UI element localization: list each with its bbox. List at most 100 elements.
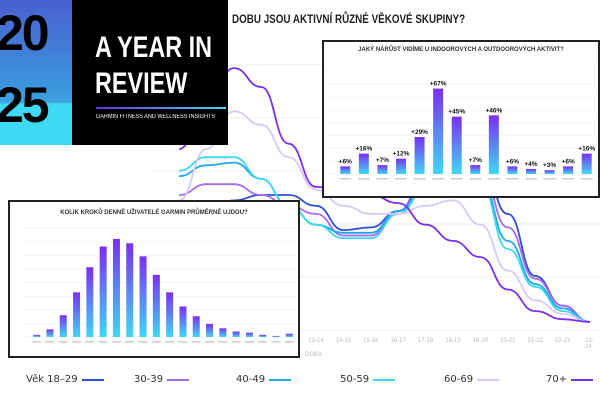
bar (285, 333, 293, 337)
bar-data-label: +7% (469, 157, 482, 164)
bar (377, 165, 388, 174)
bar (245, 332, 253, 337)
legend-item: 30-39 (134, 374, 190, 385)
legend-swatch (269, 378, 292, 381)
legend-item: 60-69 (444, 374, 500, 385)
bar (433, 88, 444, 174)
bar-data-label: +7% (376, 157, 389, 164)
inset-chart-title: KOLIK KROKŮ DENNĚ UŽIVATELÉ GARMIN PRŮMĚ… (60, 210, 248, 216)
bar-chart-daily-steps (22, 227, 296, 343)
headline: A YEAR IN REVIEW (95, 30, 212, 102)
bar-category-label (469, 178, 482, 180)
subtitle: GARMIN FITNESS AND WELLNESS INSIGHTS (96, 114, 216, 120)
legend-item: Věk 18–29 (26, 374, 104, 385)
bar (126, 243, 134, 337)
legend-item: 70+ (546, 374, 594, 385)
bar-category-label (271, 341, 281, 343)
bar (73, 292, 81, 337)
bar-chart-activity-growth: +6%+16%+7%+12%+29%+67%+45%+7%+46%+6% +4% +… (328, 71, 596, 180)
bar-category-label (32, 341, 42, 343)
legend-label: 60-69 (444, 374, 474, 385)
bar (259, 334, 267, 337)
bar (451, 116, 462, 174)
bar-category-label (138, 341, 148, 343)
line-chart-title: DOBU JSOU AKTIVNÍ RŮZNÉ VĚKOVÉ SKUPINY? (232, 12, 466, 26)
bar-data-label: +16% (578, 146, 595, 153)
bar (219, 328, 227, 337)
x-tick-label: 22-23 (554, 338, 571, 344)
bar (414, 137, 425, 174)
bar-category-label (178, 341, 188, 343)
bar-category-label (72, 341, 82, 343)
bar (470, 165, 481, 174)
bar-category-label (85, 341, 95, 343)
x-axis-title: DOBA (305, 352, 323, 358)
bar (526, 168, 536, 174)
inset-chart-activity-growth: +6% +16% +7% +12% +29% +67% +45% +7% +46% +6% +4% +… (322, 40, 600, 198)
bar (396, 158, 406, 174)
bar-data-label: +45% (448, 109, 465, 116)
bar-category-label (543, 178, 556, 180)
bar-data-label: +4% (524, 161, 537, 168)
bar (139, 256, 147, 337)
legend-swatch (167, 378, 190, 381)
x-tick-label: 21-22 (527, 338, 543, 344)
bar-category-label (151, 341, 161, 343)
legend-swatch (477, 378, 500, 381)
series-line-3 (178, 156, 591, 323)
inset-chart-title: JAKÝ NÁRŮST VIDÍME U INDOOROVÝCH A OUTDO… (358, 47, 564, 53)
bar (358, 153, 369, 174)
bar-data-label: +3% (543, 162, 556, 169)
bar-category-label (562, 178, 575, 180)
bar-data-label: +6% (339, 158, 352, 165)
bar (166, 292, 174, 337)
x-tick-label: 13-14 (308, 338, 324, 344)
x-tick-label: 18-19 (445, 338, 461, 344)
bar-category-label (357, 178, 370, 180)
bar-category-label (395, 178, 407, 180)
legend-swatch (373, 378, 396, 381)
bar (99, 246, 107, 337)
bar-data-label: +67% (430, 81, 447, 88)
bar-category-label (525, 178, 537, 180)
legend-label: 50-59 (340, 374, 370, 385)
series-line-4 (178, 110, 591, 323)
bar-category-label (244, 341, 254, 343)
legend-label: Věk 18–29 (26, 374, 78, 385)
bar-data-label: +16% (355, 146, 372, 153)
legend-label: 70+ (546, 374, 568, 385)
x-tick-label: 14-15 (335, 338, 352, 344)
bar (581, 153, 592, 174)
bar-category-label (339, 178, 352, 180)
bar-category-label (450, 178, 463, 180)
divider (96, 107, 226, 109)
legend-swatch (571, 378, 594, 381)
bar-category-label (111, 341, 121, 343)
bar (86, 267, 94, 337)
bar (206, 323, 214, 337)
inset-chart-daily-steps: KOLIK KROKŮ DENNĚ UŽIVATELÉ GARMIN PRŮMĚ… (8, 200, 300, 358)
x-tick-label: 15-16 (363, 338, 379, 344)
bar-category-label (432, 178, 445, 180)
year-gradient-column: 20 25 (0, 0, 72, 145)
bar (192, 316, 200, 337)
bar-category-label (205, 341, 215, 343)
bar-data-label: +6% (506, 158, 519, 165)
bar (46, 329, 54, 337)
legend-item: 50-59 (340, 374, 396, 385)
bar-category-label (218, 341, 228, 343)
bar (179, 306, 187, 337)
bar-category-label (45, 341, 55, 343)
legend-item: 40-49 (236, 374, 292, 385)
bar (544, 170, 555, 174)
bar-category-label (284, 341, 294, 343)
bar-category-label (580, 178, 593, 180)
bar-data-label: +46% (485, 107, 502, 114)
headline-line-2: REVIEW (95, 67, 188, 100)
bar-data-label: +6% (562, 158, 575, 165)
bar-category-label (165, 341, 175, 343)
x-tick-label: 23-24 (585, 338, 594, 350)
bar (272, 335, 280, 337)
x-tick-label: 17-18 (417, 338, 434, 344)
headline-line-1: A YEAR IN (95, 31, 213, 64)
